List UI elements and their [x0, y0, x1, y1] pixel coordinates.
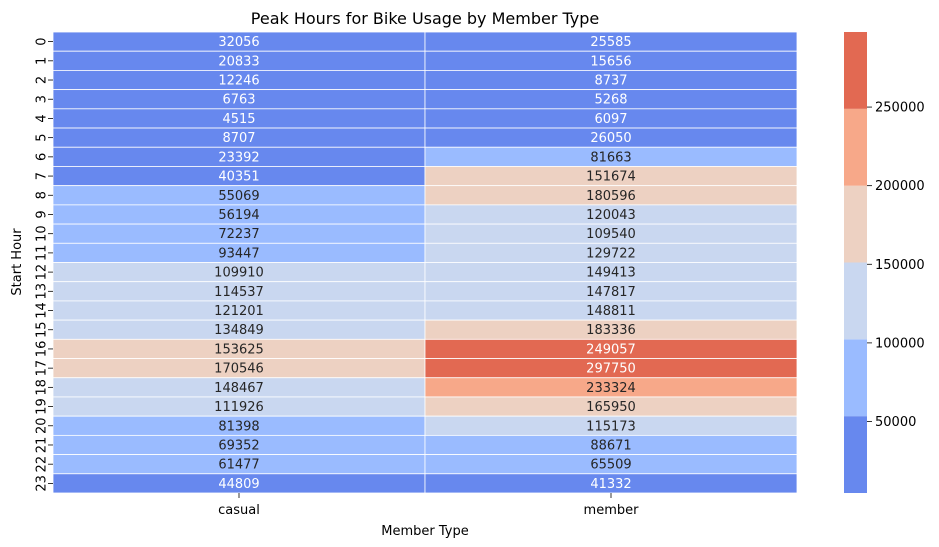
cell-value-label: 183336: [586, 323, 636, 338]
colorbar-segment: [844, 108, 867, 186]
cell-value-label: 111926: [214, 400, 264, 415]
cell-value-label: 65509: [590, 458, 631, 473]
cell-value-label: 32056: [218, 35, 259, 50]
cell-value-label: 4515: [222, 112, 255, 127]
cell-value-label: 8737: [594, 74, 627, 89]
cell-value-label: 40351: [218, 170, 259, 185]
y-tick-label: 14: [35, 302, 50, 319]
cell-value-label: 249057: [586, 342, 636, 357]
cell-value-label: 233324: [586, 381, 636, 396]
y-tick-label: 22: [35, 456, 50, 473]
chart-title: Peak Hours for Bike Usage by Member Type: [251, 9, 599, 28]
colorbar-tick-label: 200000: [875, 179, 925, 194]
cell-value-label: 8707: [222, 131, 255, 146]
y-tick-label: 2: [35, 76, 50, 84]
y-tick-label: 8: [35, 191, 50, 199]
y-tick-label: 16: [35, 341, 50, 358]
y-tick-label: 23: [35, 475, 50, 492]
cell-value-label: 88671: [590, 438, 631, 453]
cell-value-label: 180596: [586, 189, 636, 204]
cell-value-label: 12246: [218, 74, 259, 89]
colorbar-segment: [844, 262, 867, 340]
cell-value-label: 147817: [586, 285, 636, 300]
y-tick-label: 1: [35, 57, 50, 65]
cell-value-label: 121201: [214, 304, 264, 319]
cell-value-label: 93447: [218, 246, 259, 261]
cell-value-label: 61477: [218, 458, 259, 473]
cell-value-label: 115173: [586, 419, 636, 434]
cell-value-label: 41332: [590, 477, 631, 492]
heatmap-cells: 32056 25585 20833 15656 12246 8737 6763 5268 451…: [52, 31, 798, 494]
y-tick-label: 0: [35, 37, 50, 45]
y-tick-label: 10: [35, 225, 50, 242]
y-tick-label: 9: [35, 210, 50, 218]
cell-value-label: 6097: [594, 112, 627, 127]
y-tick-label: 18: [35, 379, 50, 396]
cell-value-label: 5268: [594, 93, 627, 108]
y-tick-label: 3: [35, 95, 50, 103]
y-tick-label: 20: [35, 417, 50, 434]
cell-value-label: 148811: [586, 304, 636, 319]
cell-value-label: 44809: [218, 477, 259, 492]
cell-value-label: 129722: [586, 246, 636, 261]
cell-value-label: 109540: [586, 227, 636, 242]
cell-value-label: 26050: [590, 131, 631, 146]
cell-value-label: 6763: [222, 93, 255, 108]
colorbar-tick-label: 250000: [875, 101, 925, 116]
x-tick-labels: casual member: [218, 493, 639, 518]
y-tick-label: 21: [35, 437, 50, 454]
y-tick-label: 13: [35, 283, 50, 300]
y-tick-label: 17: [35, 360, 50, 377]
cell-value-label: 151674: [586, 170, 636, 185]
cell-value-label: 153625: [214, 342, 264, 357]
y-tick-label: 4: [35, 114, 50, 122]
cell-value-label: 20833: [218, 54, 259, 69]
cell-value-label: 109910: [214, 266, 264, 281]
y-tick-label: 12: [35, 264, 50, 281]
y-axis-label: Start Hour: [10, 228, 25, 296]
cell-value-label: 170546: [214, 362, 264, 377]
colorbar-segment: [844, 339, 867, 417]
cell-value-label: 114537: [214, 285, 264, 300]
cell-value-label: 81398: [218, 419, 259, 434]
x-tick-label: member: [584, 503, 640, 518]
cell-value-label: 148467: [214, 381, 264, 396]
colorbar: 50000 100000 150000 200000 250000: [844, 32, 925, 493]
cell-value-label: 23392: [218, 150, 259, 165]
x-axis-label: Member Type: [381, 524, 468, 539]
y-tick-label: 5: [35, 134, 50, 142]
cell-value-label: 15656: [590, 54, 631, 69]
x-tick-label: casual: [218, 503, 260, 518]
cell-value-label: 72237: [218, 227, 259, 242]
y-tick-label: 7: [35, 172, 50, 180]
y-tick-label: 6: [35, 153, 50, 161]
y-tick-label: 11: [35, 245, 50, 262]
cell-value-label: 149413: [586, 266, 636, 281]
cell-value-label: 165950: [586, 400, 636, 415]
cell-value-label: 297750: [586, 362, 636, 377]
cell-value-label: 55069: [218, 189, 259, 204]
colorbar-segment: [844, 185, 867, 263]
cell-value-label: 81663: [590, 150, 631, 165]
colorbar-segment: [844, 32, 867, 109]
cell-value-label: 69352: [218, 438, 259, 453]
cell-value-label: 56194: [218, 208, 259, 223]
cell-value-label: 134849: [214, 323, 264, 338]
colorbar-tick-label: 100000: [875, 336, 925, 351]
y-tick-label: 19: [35, 398, 50, 415]
colorbar-tick-label: 50000: [875, 415, 916, 430]
cell-value-label: 120043: [586, 208, 636, 223]
cell-value-label: 25585: [590, 35, 631, 50]
colorbar-tick-label: 150000: [875, 258, 925, 273]
y-tick-label: 15: [35, 321, 50, 338]
colorbar-segment: [844, 416, 867, 493]
